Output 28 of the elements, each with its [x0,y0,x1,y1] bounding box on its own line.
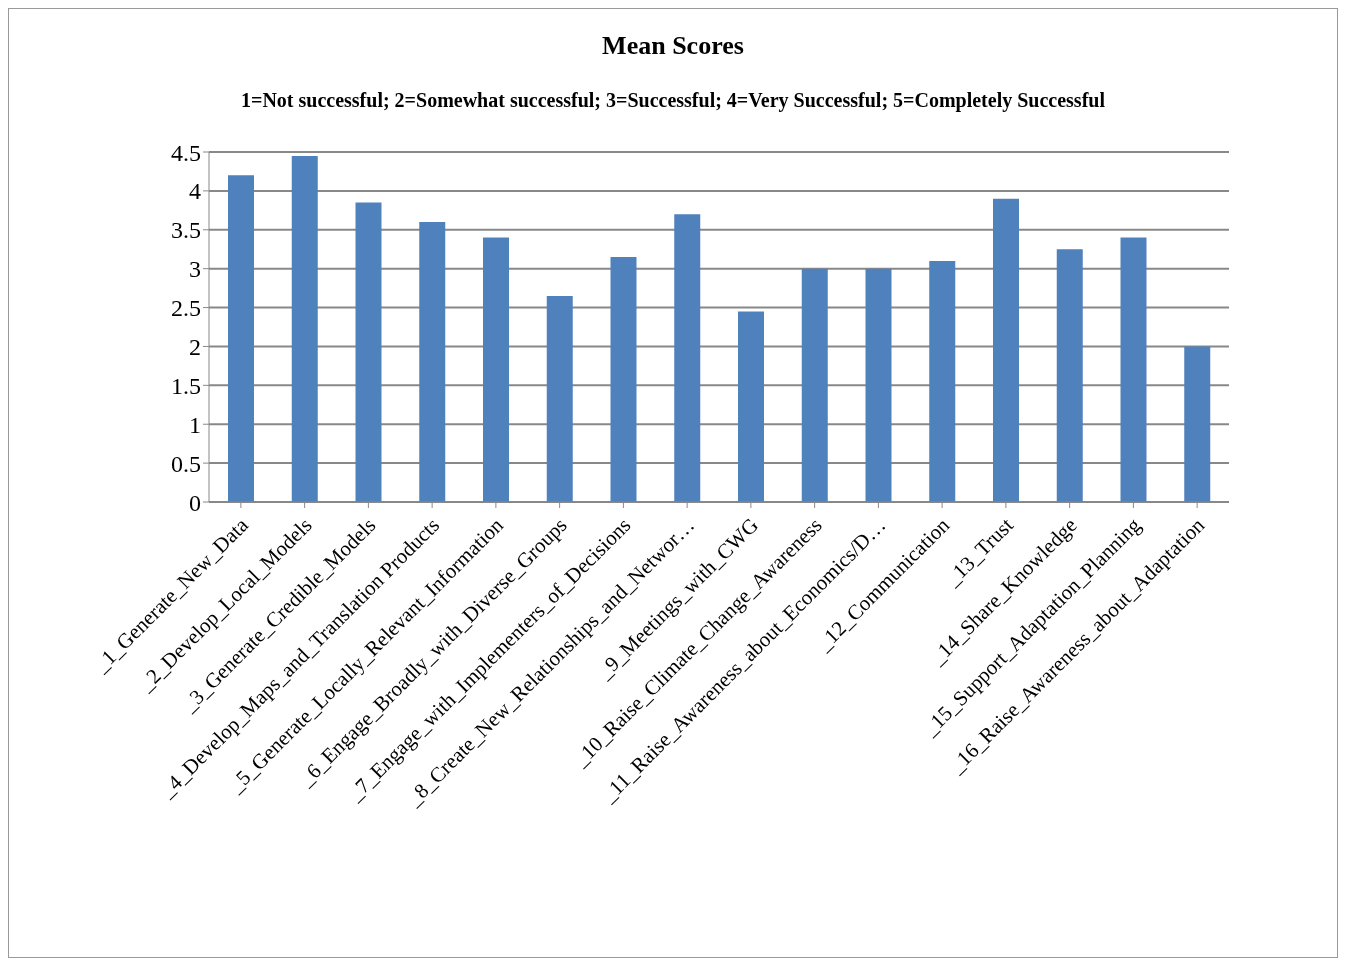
bar [291,155,318,502]
bar [1120,237,1147,502]
y-tick-label: 4 [189,178,201,205]
bar [865,268,892,502]
bar [419,222,446,502]
bar [993,198,1019,502]
bar [801,268,828,502]
bar [546,295,573,502]
y-tick-label: 0.5 [171,450,201,477]
y-tick-label: 1.5 [171,372,201,399]
bar [355,202,382,502]
bar [483,237,509,502]
bar [610,257,637,502]
y-tick-label: 3.5 [171,217,201,244]
y-tick-label: 3 [189,256,201,283]
bar [929,260,956,502]
y-tick-label: 0 [189,489,201,516]
chart-subtitle: 1=Not successful; 2=Somewhat successful; 3=Successful; 4=Very Successful; 5=Completely Successful [240,89,1106,112]
y-tick-label: 2.5 [171,295,201,322]
bar [674,214,701,502]
bar [738,311,764,502]
bar [228,175,254,502]
bar [1184,346,1211,502]
y-tick-label: 2 [189,333,201,360]
y-tick-label: 4.5 [171,139,201,166]
chart-title: Mean Scores [601,31,745,61]
bar [1056,249,1083,502]
y-tick-label: 1 [189,411,201,438]
